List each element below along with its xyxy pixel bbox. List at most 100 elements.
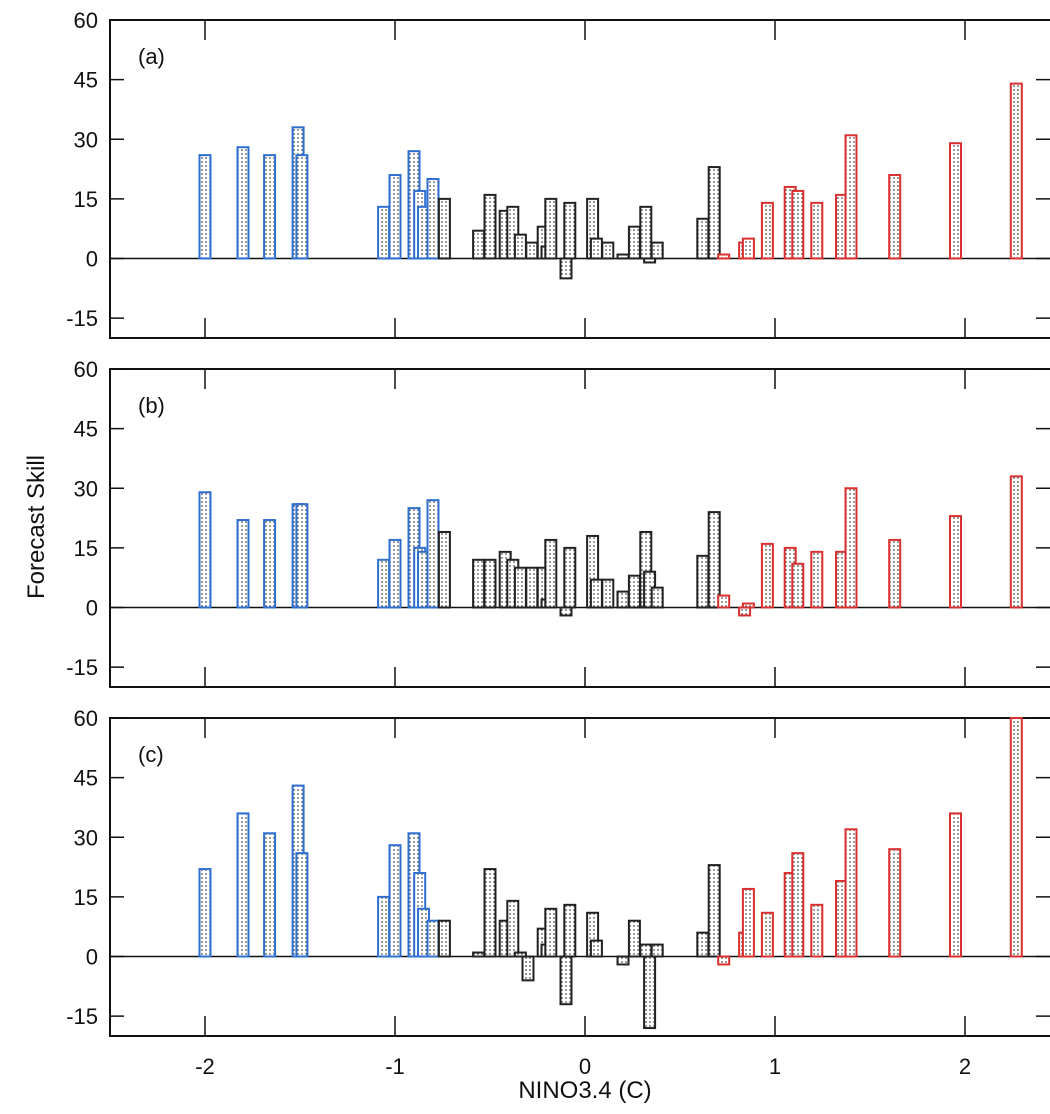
panel-frame — [109, 368, 1050, 688]
bar-el-nino — [791, 852, 805, 958]
bar-neutral — [544, 907, 558, 958]
bar-el-nino — [888, 848, 902, 958]
bar-neutral — [639, 205, 653, 260]
x-tick-labels: -2 -1 0 1 2 — [195, 1054, 971, 1079]
bar-neutral — [650, 943, 664, 958]
bar-neutral — [589, 578, 603, 609]
bar-el-nino — [760, 201, 774, 260]
bar-el-nino — [844, 487, 858, 609]
x-tick-label: 1 — [769, 1054, 781, 1079]
panel-label: (b) — [138, 393, 165, 418]
bar-el-nino — [738, 606, 752, 617]
y-tick-label: 0 — [86, 596, 98, 621]
panel-label: (a) — [138, 44, 165, 69]
bar-neutral — [616, 590, 630, 609]
bar-neutral — [643, 257, 657, 264]
bar-neutral — [627, 225, 641, 260]
bar-neutral — [559, 955, 573, 1006]
bar-el-nino — [741, 237, 755, 260]
bar-el-nino — [717, 594, 731, 609]
bar-neutral — [616, 253, 630, 260]
bar-la-nina — [426, 919, 440, 958]
bar-neutral — [513, 233, 527, 260]
bar-la-nina — [295, 154, 309, 260]
bar-neutral — [707, 864, 721, 958]
y-tick-label: -15 — [66, 306, 98, 331]
y-tick-label: 0 — [86, 945, 98, 970]
bar-el-nino — [1009, 475, 1023, 609]
bar-el-nino — [810, 201, 824, 260]
bar-neutral — [483, 558, 497, 609]
bar-la-nina — [426, 178, 440, 260]
bar-neutral — [525, 241, 539, 260]
x-axis-label: NINO3.4 (C) — [518, 1077, 651, 1104]
bar-la-nina — [198, 868, 212, 958]
bar-neutral — [437, 197, 451, 260]
bar-neutral — [472, 951, 486, 958]
bar-la-nina — [295, 852, 309, 958]
y-tick-label: -15 — [66, 655, 98, 680]
bar-neutral — [589, 237, 603, 260]
bar-el-nino — [810, 550, 824, 609]
bar-neutral — [563, 546, 577, 609]
bar-el-nino — [888, 538, 902, 609]
bar-neutral — [601, 578, 615, 609]
panels-layer: -15 0 15 30 45 60 (a) -15 0 15 30 45 60 (b) -15 0 15 30 45… — [66, 8, 1050, 1037]
bar-neutral — [563, 903, 577, 958]
y-tick-label: 45 — [74, 68, 98, 93]
panel-3: -15 0 15 30 45 60 (c) — [66, 706, 1050, 1037]
bar-la-nina — [236, 146, 250, 260]
bar-el-nino — [949, 812, 962, 958]
bar-el-nino — [844, 134, 858, 260]
bar-la-nina — [236, 812, 250, 958]
panel-2: -15 0 15 30 45 60 (b) — [66, 357, 1050, 688]
bar-neutral — [563, 201, 577, 260]
y-tick-label: 60 — [74, 357, 98, 382]
bar-neutral — [483, 868, 497, 958]
y-tick-label: 15 — [74, 885, 98, 910]
bar-el-nino — [949, 142, 962, 260]
bar-neutral — [437, 919, 451, 958]
bar-la-nina — [263, 832, 277, 958]
bar-neutral — [506, 205, 520, 260]
bar-neutral — [696, 931, 710, 958]
bar-neutral — [627, 574, 641, 609]
bar-neutral — [601, 241, 615, 260]
bar-el-nino — [1009, 82, 1023, 260]
bar-neutral — [513, 566, 527, 609]
y-tick-label: -15 — [66, 1004, 98, 1029]
bar-el-nino — [741, 887, 755, 958]
bar-el-nino — [717, 955, 731, 966]
panel-label: (c) — [138, 742, 164, 767]
bar-el-nino — [760, 911, 774, 958]
bar-neutral — [513, 951, 527, 958]
bar-el-nino — [717, 253, 731, 260]
bar-neutral — [696, 554, 710, 609]
bar-neutral — [627, 919, 641, 958]
bar-neutral — [650, 586, 664, 609]
bar-el-nino — [844, 828, 858, 958]
bar-la-nina — [388, 844, 402, 958]
x-tick-label: 0 — [579, 1054, 591, 1079]
bar-neutral — [472, 229, 486, 260]
bar-neutral — [559, 606, 573, 617]
x-tick-label: -1 — [385, 1054, 405, 1079]
bar-la-nina — [263, 519, 277, 609]
y-tick-label: 30 — [74, 476, 98, 501]
bar-neutral — [472, 558, 486, 609]
y-tick-label: 45 — [74, 417, 98, 442]
bar-neutral — [589, 939, 603, 958]
bar-neutral — [525, 566, 539, 609]
x-tick-label: -2 — [195, 1054, 215, 1079]
bar-el-nino — [949, 515, 962, 609]
bar-el-nino — [888, 174, 902, 260]
bar-la-nina — [377, 205, 391, 260]
bar-el-nino — [810, 903, 824, 958]
bar-neutral — [506, 899, 520, 958]
y-tick-label: 60 — [74, 706, 98, 731]
bar-la-nina — [426, 499, 440, 609]
panel-frame — [109, 19, 1050, 339]
bar-la-nina — [377, 558, 391, 609]
bar-la-nina — [263, 154, 277, 260]
